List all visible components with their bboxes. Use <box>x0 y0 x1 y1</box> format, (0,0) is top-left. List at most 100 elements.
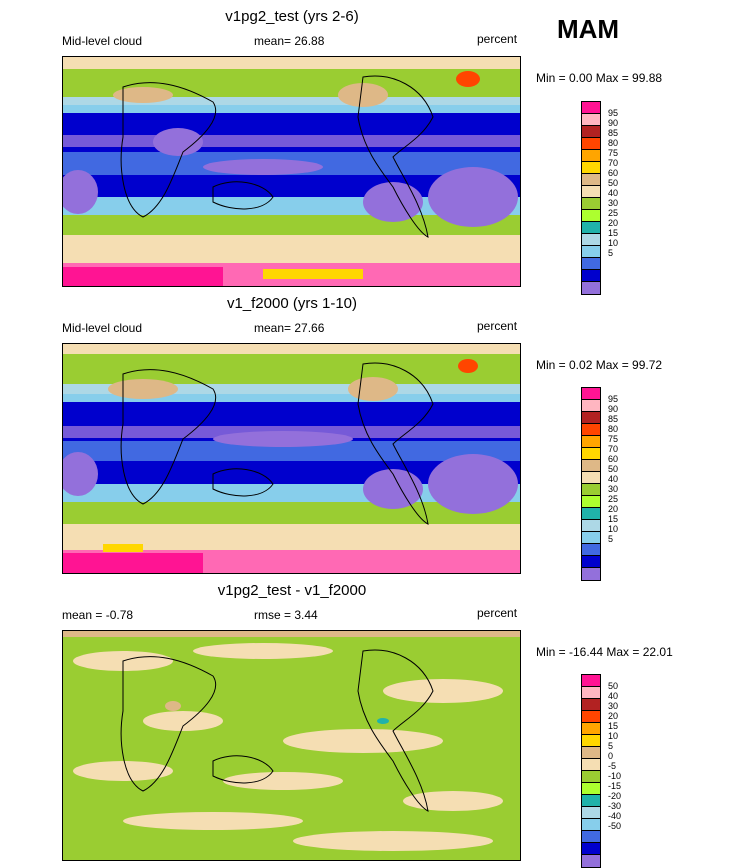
colorbar-swatch <box>582 234 600 246</box>
colorbar-label: -40 <box>608 811 622 821</box>
colorbar-swatch <box>582 102 600 114</box>
colorbar-label: -30 <box>608 801 622 811</box>
colorbar-swatch <box>582 138 600 150</box>
colorbar-label: 75 <box>608 148 619 158</box>
panel-1-units-label: percent <box>477 32 518 46</box>
colorbar-swatch <box>582 436 600 448</box>
colorbar-label: 50 <box>608 464 619 474</box>
panel-3-title: v1pg2_test - v1_f2000 <box>217 582 367 599</box>
panel-2-units-label: percent <box>477 319 518 333</box>
colorbar-swatch <box>582 496 600 508</box>
panel-3-colorbar <box>581 674 601 868</box>
colorbar-label: 70 <box>608 158 619 168</box>
colorbar-label: 85 <box>608 128 619 138</box>
colorbar-label: 40 <box>608 188 619 198</box>
colorbar-swatch <box>582 831 600 843</box>
colorbar-swatch <box>582 210 600 222</box>
colorbar-label: -5 <box>608 761 617 771</box>
colorbar-label: 30 <box>608 701 619 711</box>
colorbar-swatch <box>582 568 600 580</box>
colorbar-swatch <box>582 532 600 544</box>
colorbar-label: 80 <box>608 138 619 148</box>
colorbar-swatch <box>582 198 600 210</box>
colorbar-swatch <box>582 388 600 400</box>
colorbar-swatch <box>582 855 600 867</box>
colorbar-label: -10 <box>608 771 622 781</box>
colorbar-swatch <box>582 843 600 855</box>
panel-3-map <box>62 630 521 861</box>
panel-2-title: v1_f2000 (yrs 1-10) <box>226 295 358 312</box>
colorbar-swatch <box>582 400 600 412</box>
colorbar-swatch <box>582 412 600 424</box>
panel-1-title: v1pg2_test (yrs 2-6) <box>225 8 359 25</box>
colorbar-label: 30 <box>608 198 619 208</box>
colorbar-swatch <box>582 711 600 723</box>
colorbar-label: 10 <box>608 238 619 248</box>
colorbar-label: 15 <box>608 228 619 238</box>
colorbar-swatch <box>582 735 600 747</box>
colorbar-swatch <box>582 807 600 819</box>
colorbar-label: 75 <box>608 434 619 444</box>
colorbar-swatch <box>582 246 600 258</box>
panel-2-mean-label: mean= 27.66 <box>254 321 325 335</box>
colorbar-label: 90 <box>608 404 619 414</box>
panel-3-rmse-label: rmse = 3.44 <box>254 608 318 622</box>
colorbar-swatch <box>582 771 600 783</box>
colorbar-label: -15 <box>608 781 622 791</box>
colorbar-swatch <box>582 795 600 807</box>
colorbar-swatch <box>582 484 600 496</box>
colorbar-label: 20 <box>608 218 619 228</box>
panel-2-minmax: Min = 0.02 Max = 99.72 <box>536 358 663 372</box>
colorbar-swatch <box>582 126 600 138</box>
panel-2-map <box>62 343 521 574</box>
colorbar-swatch <box>582 472 600 484</box>
colorbar-swatch <box>582 520 600 532</box>
colorbar-label: 30 <box>608 484 619 494</box>
panel-2-colorbar <box>581 387 601 581</box>
colorbar-label: 10 <box>608 524 619 534</box>
colorbar-label: 25 <box>608 208 619 218</box>
colorbar-swatch <box>582 783 600 795</box>
colorbar-swatch <box>582 460 600 472</box>
panel-3-left-label: mean = -0.78 <box>62 608 134 622</box>
colorbar-label: 0 <box>608 751 614 761</box>
colorbar-label: 70 <box>608 444 619 454</box>
colorbar-swatch <box>582 258 600 270</box>
colorbar-swatch <box>582 819 600 831</box>
colorbar-label: 90 <box>608 118 619 128</box>
colorbar-swatch <box>582 723 600 735</box>
colorbar-label: 5 <box>608 534 614 544</box>
colorbar-swatch <box>582 508 600 520</box>
colorbar-label: 50 <box>608 178 619 188</box>
colorbar-label: 60 <box>608 168 619 178</box>
colorbar-label: 20 <box>608 504 619 514</box>
colorbar-swatch <box>582 114 600 126</box>
colorbar-label: 40 <box>608 691 619 701</box>
panel-1-map <box>62 56 521 287</box>
colorbar-label: 85 <box>608 414 619 424</box>
colorbar-label: 15 <box>608 721 619 731</box>
panel-2-left-label: Mid-level cloud <box>62 321 143 335</box>
colorbar-swatch <box>582 424 600 436</box>
colorbar-swatch <box>582 699 600 711</box>
panel-3-minmax: Min = -16.44 Max = 22.01 <box>536 645 673 659</box>
panel-3-units-label: percent <box>477 606 518 620</box>
colorbar-label: 20 <box>608 711 619 721</box>
colorbar-swatch <box>582 270 600 282</box>
colorbar-swatch <box>582 747 600 759</box>
colorbar-swatch <box>582 174 600 186</box>
colorbar-swatch <box>582 282 600 294</box>
colorbar-label: 95 <box>608 108 619 118</box>
colorbar-label: 80 <box>608 424 619 434</box>
colorbar-label: 5 <box>608 741 614 751</box>
colorbar-swatch <box>582 675 600 687</box>
colorbar-swatch <box>582 162 600 174</box>
colorbar-label: 50 <box>608 681 619 691</box>
colorbar-label: 5 <box>608 248 614 258</box>
colorbar-label: 10 <box>608 731 619 741</box>
panel-1-minmax: Min = 0.00 Max = 99.88 <box>536 71 663 85</box>
colorbar-label: 40 <box>608 474 619 484</box>
colorbar-label: 25 <box>608 494 619 504</box>
colorbar-label: -20 <box>608 791 622 801</box>
panel-3-colorbar-labels: 50 40 30 20 15 10 5 0 -5 -10 -15 -20 -30 -40 -50 <box>608 681 621 831</box>
